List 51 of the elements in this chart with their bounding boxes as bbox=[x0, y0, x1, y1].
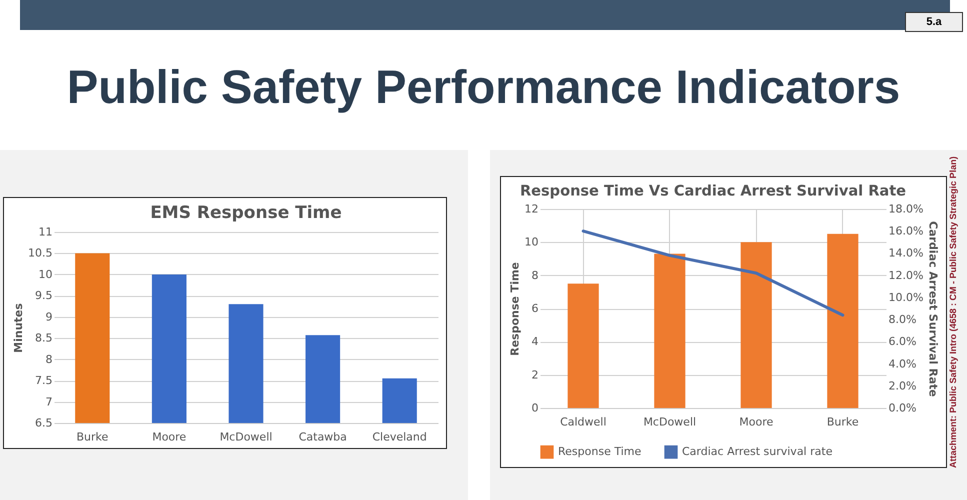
bar bbox=[740, 242, 772, 408]
y2-tick-label: 16.0% bbox=[888, 224, 924, 238]
y-tick-label: 10 bbox=[524, 236, 538, 249]
text: Public Safety Performance Indicators bbox=[66, 59, 902, 115]
y-axis-title: Minutes bbox=[12, 302, 26, 353]
y2-axis-title: Cardiac Arrest Survival Rate bbox=[926, 221, 940, 397]
y2-tick-label: 8.0% bbox=[888, 313, 916, 326]
legend-label: Response Time bbox=[558, 445, 642, 458]
y-tick-label: 11 bbox=[38, 226, 52, 238]
x-tick-label: Burke bbox=[826, 416, 859, 428]
bar bbox=[654, 254, 686, 408]
chart-title: Response Time Vs Cardiac Arrest Survival Rate bbox=[520, 183, 906, 200]
y2-tick-label: 4.0% bbox=[888, 357, 916, 370]
text: 5.a bbox=[905, 12, 963, 32]
x-tick-label: McDowell bbox=[643, 416, 696, 428]
y2-tick-label: 12.0% bbox=[888, 268, 924, 282]
y-tick-label: 8 bbox=[532, 268, 538, 282]
y2-tick-label: 10.0% bbox=[888, 290, 924, 304]
x-tick-label: Caldwell bbox=[560, 416, 606, 428]
y2-tick-label: 14.0% bbox=[888, 246, 924, 260]
legend-label: Cardiac Arrest survival rate bbox=[682, 445, 833, 458]
chart-title: EMS Response Time bbox=[150, 203, 342, 223]
y-tick-label: 4 bbox=[532, 335, 538, 348]
y-tick-label: 12 bbox=[524, 202, 538, 216]
y2-tick-label: 2.0% bbox=[888, 379, 916, 392]
y-tick-label: 6.5 bbox=[35, 416, 52, 430]
y-tick-label: 9 bbox=[46, 310, 52, 324]
bar bbox=[568, 284, 599, 408]
y2-tick-label: 0.0% bbox=[888, 402, 916, 414]
y-tick-label: 9.5 bbox=[35, 289, 52, 302]
y-tick-label: 10 bbox=[38, 268, 52, 281]
line-series bbox=[582, 230, 844, 317]
y-tick-label: 8.5 bbox=[35, 332, 52, 345]
bar bbox=[827, 234, 858, 408]
y-tick-label: 7.5 bbox=[35, 374, 52, 388]
y-tick-label: 2 bbox=[532, 368, 538, 382]
x-tick-label: Cleveland bbox=[372, 430, 427, 444]
x-tick-label: Catawba bbox=[298, 430, 347, 444]
y2-tick-label: 18.0% bbox=[888, 202, 924, 216]
y-tick-label: 6 bbox=[532, 302, 538, 315]
x-tick-label: McDowell bbox=[220, 430, 272, 444]
y2-tick-label: 6.0% bbox=[888, 335, 916, 348]
y-axis-title: Response Time bbox=[508, 262, 522, 356]
x-tick-label: Moore bbox=[152, 430, 186, 444]
y-tick-label: 8 bbox=[46, 352, 52, 366]
x-tick-label: Burke bbox=[76, 430, 109, 444]
y-tick-label: 7 bbox=[46, 395, 52, 408]
y-tick-label: 0 bbox=[532, 402, 538, 414]
text: Attachment: Public Safety Intro (4658 : CM - Public Safety Strategic Plan) bbox=[948, 155, 959, 470]
x-tick-label: Moore bbox=[739, 416, 774, 428]
y-tick-label: 10.5 bbox=[28, 246, 52, 260]
